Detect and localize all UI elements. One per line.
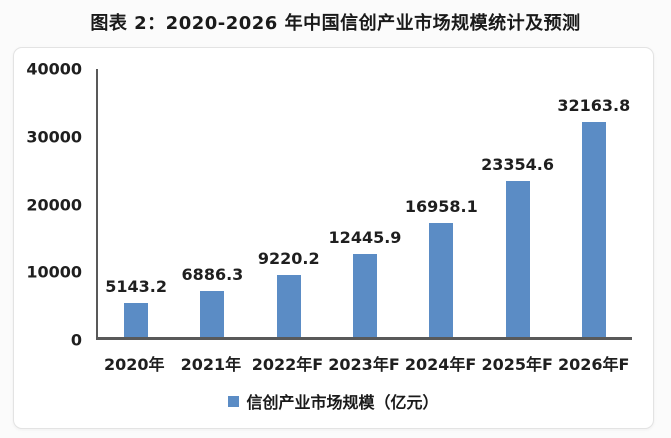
bar [124, 302, 149, 337]
bar-value-label: 5143.2 [105, 276, 168, 296]
figure-title: 图表 2：2020-2026 年中国信创产业市场规模统计及预测 [90, 13, 581, 34]
bar-slot: 6886.3 [174, 69, 250, 337]
x-axis-labels: 2020年 2021年 2022年F 2023年F 2024年F 2025年F 2026年F [96, 351, 632, 375]
x-tick-label: 2020年 [104, 355, 165, 374]
bar-slot: 12445.9 [327, 69, 403, 337]
y-tick-label: 40000 [26, 59, 82, 79]
x-tick-label: 2021年 [180, 355, 242, 374]
bar-value-label: 9220.2 [257, 249, 320, 269]
x-tick-label: 2026年F [558, 355, 630, 374]
bar [352, 253, 377, 337]
y-tick-label: 0 [70, 330, 82, 350]
bar-value-label: 6886.3 [181, 264, 244, 284]
bar-slot: 32163.8 [556, 69, 632, 337]
bar [505, 180, 530, 337]
y-tick-label: 10000 [26, 262, 82, 282]
bar-slot: 5143.2 [98, 69, 174, 337]
legend-marker-icon [228, 395, 240, 407]
bar-slot: 9220.2 [251, 69, 327, 337]
bars: 5143.2 6886.3 9220.2 12445.9 16958.1 23354.6 3… [98, 69, 632, 337]
bar-slot: 23354.6 [479, 69, 555, 337]
x-tick-label: 2024年F [404, 355, 477, 374]
x-tick-label: 2022年F [251, 355, 324, 374]
y-tick-label: 20000 [26, 195, 82, 214]
bar-value-label: 32163.8 [557, 95, 631, 115]
legend-label: 信创产业市场规模（亿元） [246, 393, 439, 412]
bar [200, 290, 225, 337]
bar-value-label: 23354.6 [481, 154, 554, 174]
bar [429, 223, 454, 337]
bar-value-label: 12445.9 [328, 227, 402, 247]
y-tick-label: 30000 [26, 127, 82, 147]
bar-slot: 16958.1 [403, 69, 479, 337]
bar-value-label: 16958.1 [404, 197, 478, 217]
plot-area: 5143.2 6886.3 9220.2 12445.9 16958.1 23354.6 3… [96, 69, 632, 340]
bar [581, 121, 606, 337]
x-tick-label: 2023年F [328, 355, 400, 374]
legend: 信创产业市场规模（亿元） [14, 389, 653, 413]
y-axis: 0 10000 20000 30000 40000 [14, 60, 90, 350]
chart-panel: 0 10000 20000 30000 40000 5143.2 6886.3 9220.2… [13, 47, 654, 429]
bar [276, 275, 301, 337]
x-tick-label: 2025年F [481, 355, 553, 374]
